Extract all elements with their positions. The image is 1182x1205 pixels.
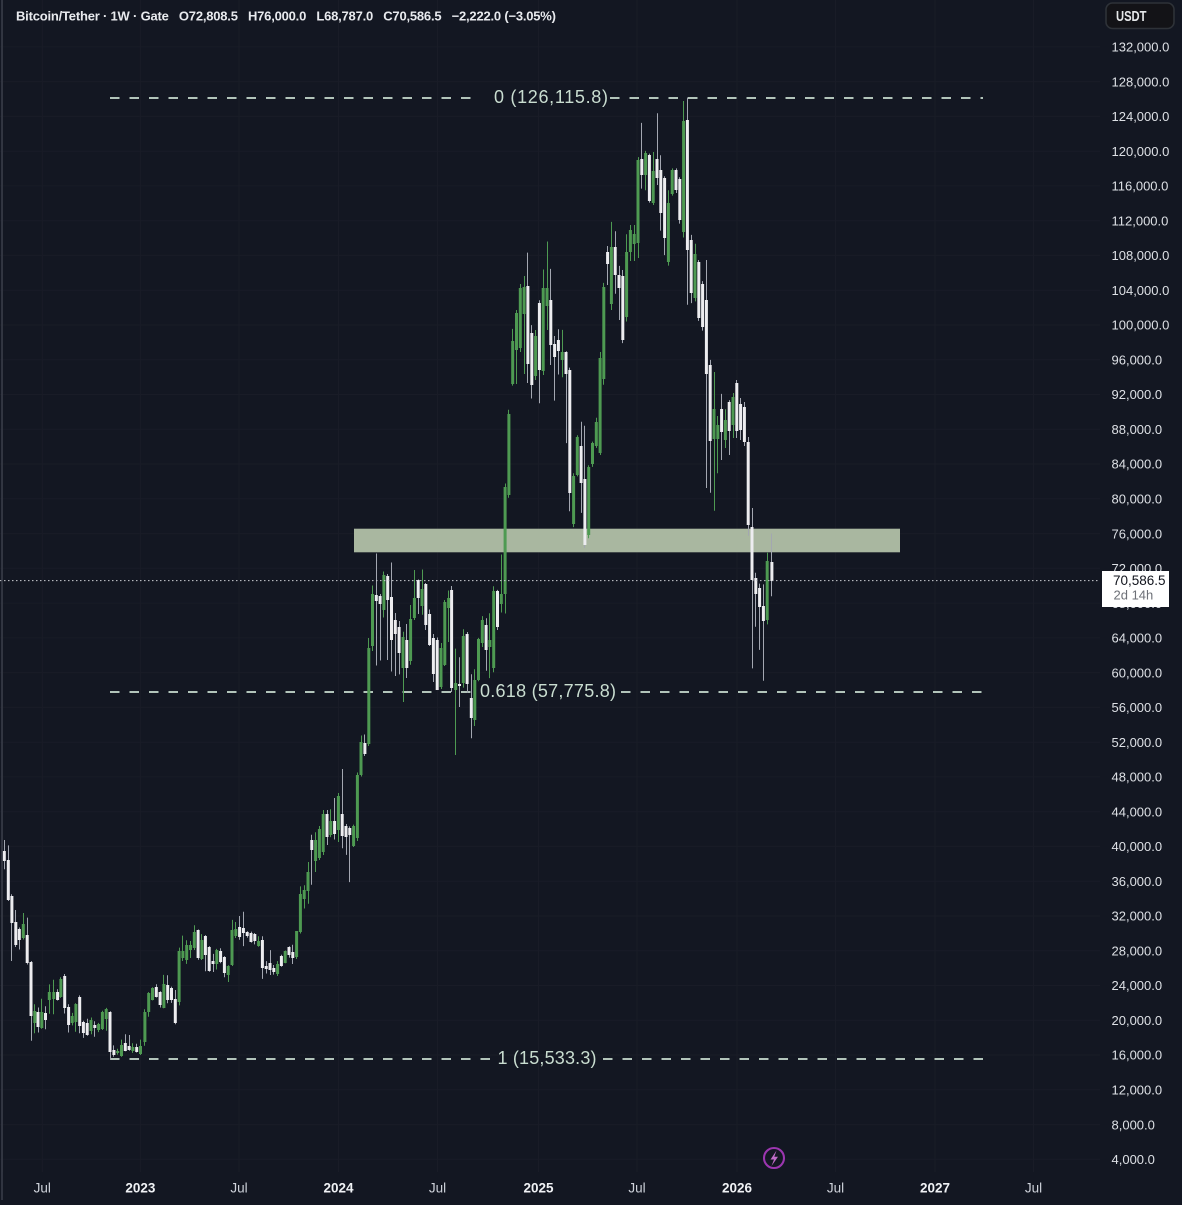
svg-text:Jul: Jul [1025,1181,1042,1196]
svg-text:2024: 2024 [323,1181,354,1196]
svg-text:120,000.0: 120,000.0 [1112,144,1170,159]
svg-text:Jul: Jul [827,1181,844,1196]
svg-text:36,000.0: 36,000.0 [1112,874,1163,889]
svg-text:4,000.0: 4,000.0 [1112,1152,1155,1167]
svg-text:70,586.5: 70,586.5 [1113,573,1166,588]
svg-text:Jul: Jul [230,1181,247,1196]
svg-text:48,000.0: 48,000.0 [1112,770,1163,785]
svg-text:112,000.0: 112,000.0 [1112,213,1169,228]
svg-text:2026: 2026 [722,1181,753,1196]
svg-text:80,000.0: 80,000.0 [1112,492,1163,507]
svg-text:124,000.0: 124,000.0 [1112,109,1170,124]
svg-text:88,000.0: 88,000.0 [1112,422,1163,437]
svg-text:28,000.0: 28,000.0 [1112,943,1163,958]
svg-text:76,000.0: 76,000.0 [1112,526,1163,541]
svg-text:0 (126,115.8): 0 (126,115.8) [494,87,608,107]
svg-text:96,000.0: 96,000.0 [1112,352,1163,367]
svg-text:32,000.0: 32,000.0 [1112,909,1163,924]
svg-text:44,000.0: 44,000.0 [1112,804,1163,819]
svg-text:Jul: Jul [34,1181,51,1196]
svg-text:132,000.0: 132,000.0 [1112,40,1170,55]
svg-text:2027: 2027 [920,1181,950,1196]
svg-text:USDT: USDT [1116,8,1147,25]
svg-text:12,000.0: 12,000.0 [1112,1083,1163,1098]
svg-text:8,000.0: 8,000.0 [1112,1117,1155,1132]
svg-text:20,000.0: 20,000.0 [1112,1013,1163,1028]
svg-text:2023: 2023 [125,1181,156,1196]
svg-text:128,000.0: 128,000.0 [1112,74,1170,89]
svg-text:0.618 (57,775.8): 0.618 (57,775.8) [480,681,616,701]
svg-text:64,000.0: 64,000.0 [1112,631,1163,646]
svg-text:2d 14h: 2d 14h [1114,588,1154,603]
svg-text:2025: 2025 [523,1181,554,1196]
svg-text:100,000.0: 100,000.0 [1112,318,1170,333]
svg-text:Jul: Jul [429,1181,446,1196]
svg-text:56,000.0: 56,000.0 [1112,700,1163,715]
svg-text:84,000.0: 84,000.0 [1112,457,1163,472]
svg-text:104,000.0: 104,000.0 [1112,283,1170,298]
svg-text:108,000.0: 108,000.0 [1112,248,1170,263]
svg-text:Bitcoin/Tether · 1W · Gate O: Bitcoin/Tether · 1W · Gate O72,808.5 H76… [16,9,556,24]
svg-text:60,000.0: 60,000.0 [1112,665,1163,680]
svg-text:16,000.0: 16,000.0 [1112,1048,1163,1063]
svg-text:Jul: Jul [628,1181,645,1196]
svg-text:24,000.0: 24,000.0 [1112,978,1163,993]
svg-text:52,000.0: 52,000.0 [1112,735,1163,750]
svg-text:1 (15,533.3): 1 (15,533.3) [498,1048,597,1068]
svg-text:40,000.0: 40,000.0 [1112,839,1163,854]
svg-text:92,000.0: 92,000.0 [1112,387,1163,402]
svg-text:116,000.0: 116,000.0 [1112,179,1169,194]
